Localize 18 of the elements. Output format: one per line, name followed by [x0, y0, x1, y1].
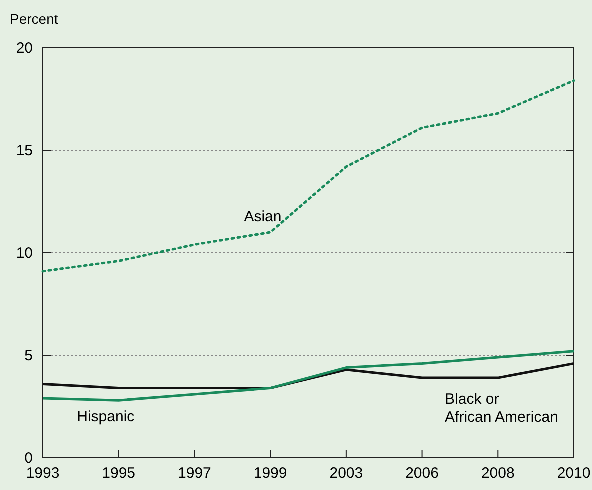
x-tick-label: 1995: [102, 465, 136, 482]
y-tick-label: 5: [24, 348, 33, 364]
y-axis-title: Percent: [10, 11, 58, 27]
y-tick-label: 15: [16, 142, 33, 160]
x-tick-label: 1997: [178, 465, 212, 482]
x-tick-label: 2008: [481, 465, 515, 482]
x-tick-label: 1999: [254, 465, 288, 482]
x-tick-label: 2003: [330, 465, 364, 482]
series-label: Hispanic: [77, 408, 136, 426]
y-tick-label: 0: [24, 450, 33, 467]
line-series: [42, 80, 576, 273]
series-label: Black or African American: [445, 391, 558, 426]
x-tick-label: 2006: [406, 465, 439, 482]
x-tick-label: 2010: [557, 465, 591, 482]
x-tick-label: 1993: [26, 465, 60, 482]
y-tick-label: 10: [16, 245, 33, 262]
y-tick-label: 20: [16, 40, 33, 57]
series-label: Asian: [244, 208, 282, 226]
